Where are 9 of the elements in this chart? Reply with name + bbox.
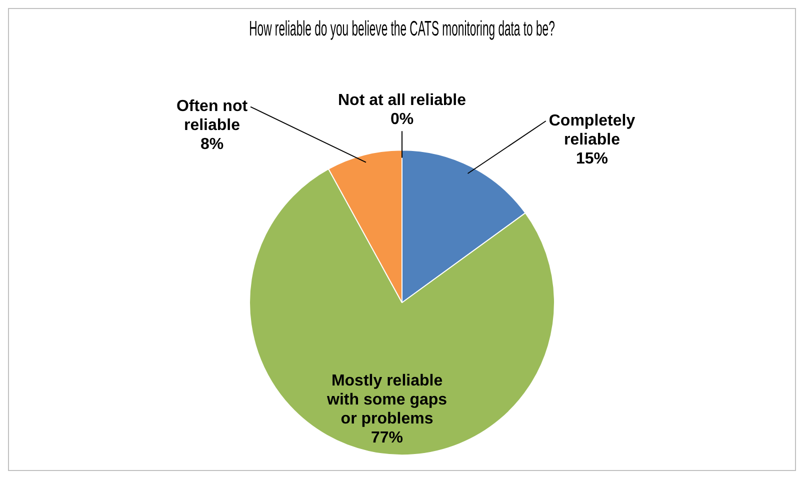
data-label: 15% bbox=[576, 150, 608, 168]
data-label: 8% bbox=[200, 136, 224, 154]
category-label: Not at all reliable bbox=[338, 92, 466, 110]
chart-title: How reliable do you believe the CATS monitoring data to be? bbox=[249, 16, 555, 40]
slice-label: Mostly reliable with some gaps or problems bbox=[326, 372, 448, 428]
data-label: 77% bbox=[371, 429, 404, 446]
slice-label: Completely reliable bbox=[548, 112, 636, 148]
slice-label: Often not reliable bbox=[176, 98, 248, 134]
text: 0% bbox=[390, 111, 414, 128]
